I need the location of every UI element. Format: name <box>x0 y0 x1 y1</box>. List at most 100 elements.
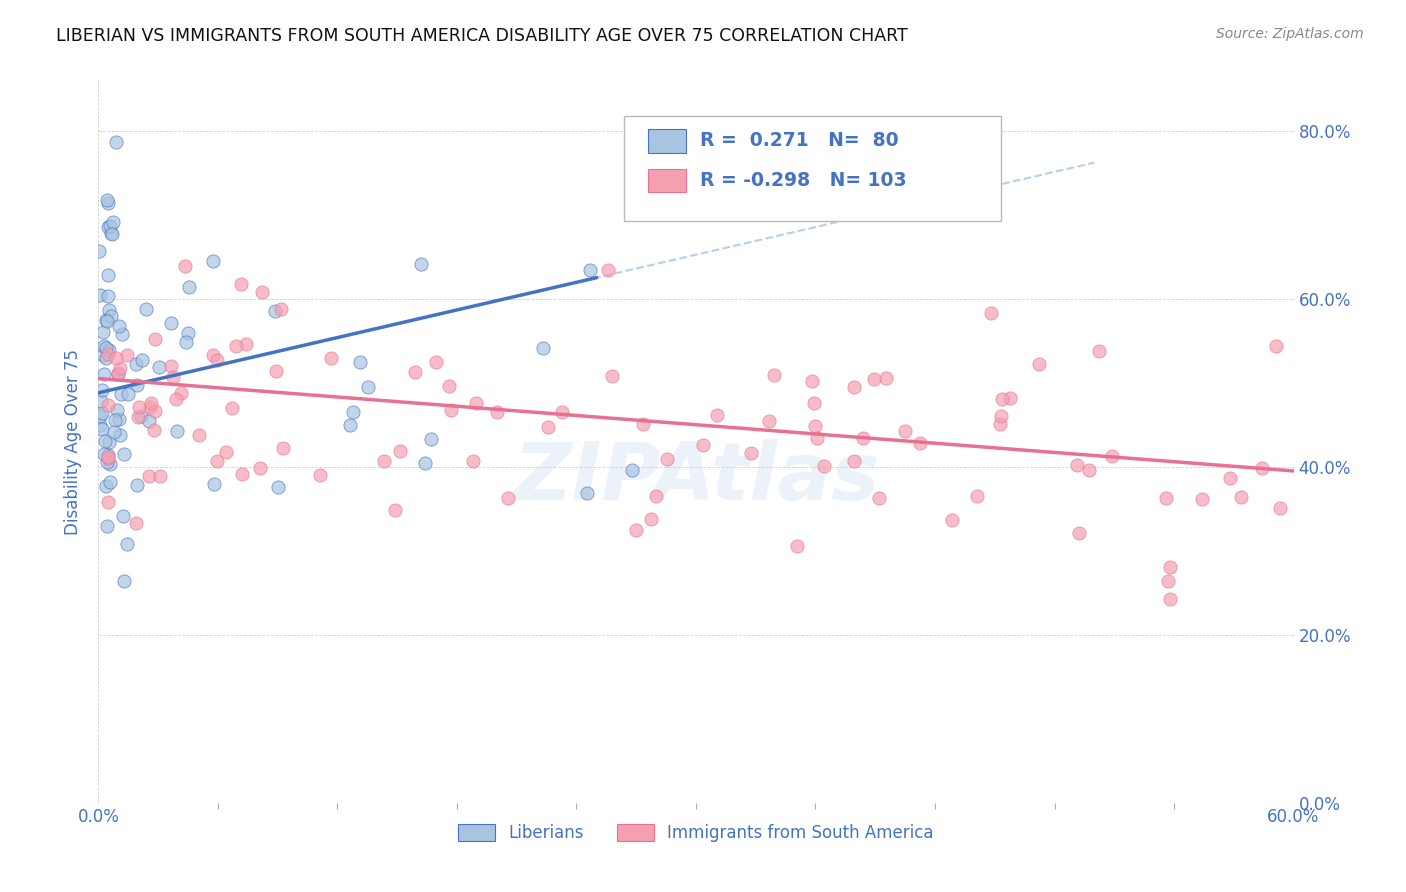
Point <box>991 392 1014 407</box>
Point <box>1077 463 1099 477</box>
Point <box>97 196 120 211</box>
Point <box>125 516 148 530</box>
Point <box>107 319 129 334</box>
Point <box>97 451 120 466</box>
Point <box>91 406 114 420</box>
Point <box>143 404 166 418</box>
Text: LIBERIAN VS IMMIGRANTS FROM SOUTH AMERICA DISABILITY AGE OVER 75 CORRELATION CHA: LIBERIAN VS IMMIGRANTS FROM SOUTH AMERIC… <box>56 27 908 45</box>
Y-axis label: Disability Age Over 75: Disability Age Over 75 <box>65 349 83 534</box>
Text: Source: ZipAtlas.com: Source: ZipAtlas.com <box>1216 27 1364 41</box>
Point <box>96 518 118 533</box>
Point <box>425 354 447 368</box>
Point <box>101 215 124 229</box>
Point <box>98 457 121 471</box>
Point <box>267 480 290 494</box>
Point <box>108 412 131 426</box>
Point <box>93 339 115 353</box>
Point <box>1268 500 1291 515</box>
Point <box>159 359 181 373</box>
Point <box>624 523 647 537</box>
Point <box>117 387 139 401</box>
Point <box>176 334 198 349</box>
Point <box>93 368 115 382</box>
Point <box>111 327 134 342</box>
Point <box>600 369 623 384</box>
FancyBboxPatch shape <box>648 129 686 153</box>
Point <box>1191 492 1213 507</box>
Point <box>98 219 121 233</box>
Point <box>551 405 574 419</box>
Point <box>465 396 488 410</box>
Point <box>966 489 988 503</box>
Point <box>170 386 193 401</box>
Point <box>596 263 619 277</box>
Point <box>166 425 188 439</box>
Point <box>97 450 120 465</box>
Point <box>740 445 762 459</box>
Point <box>100 226 122 240</box>
Point <box>143 423 166 437</box>
Point <box>176 326 198 340</box>
Point <box>1251 460 1274 475</box>
Point <box>339 417 361 432</box>
Point <box>250 285 273 299</box>
Point <box>941 513 963 527</box>
Point <box>128 400 150 414</box>
Point <box>93 348 115 362</box>
Point <box>537 420 560 434</box>
Point <box>138 468 160 483</box>
Point <box>1159 560 1181 574</box>
Point <box>786 539 808 553</box>
Point <box>437 379 460 393</box>
Point <box>94 478 117 492</box>
Point <box>188 428 211 442</box>
Point <box>93 447 115 461</box>
Point <box>1087 343 1109 358</box>
Point <box>645 489 668 503</box>
Point <box>96 314 118 328</box>
Point <box>404 365 426 379</box>
Point <box>111 509 134 524</box>
Point <box>389 444 412 458</box>
Point <box>143 332 166 346</box>
Point <box>159 316 181 330</box>
Point <box>229 277 252 292</box>
Point <box>1265 339 1288 353</box>
Point <box>125 478 148 492</box>
Point <box>692 438 714 452</box>
Point <box>112 447 135 461</box>
Point <box>844 454 866 468</box>
Point <box>90 393 112 408</box>
Point <box>97 268 120 283</box>
Point <box>97 288 120 302</box>
Point <box>104 351 127 366</box>
Point <box>309 468 332 483</box>
Point <box>763 368 786 383</box>
Point <box>89 409 111 423</box>
Point <box>1154 491 1177 506</box>
Point <box>105 135 128 149</box>
Point <box>90 383 112 397</box>
Point <box>104 413 127 427</box>
Point <box>97 347 120 361</box>
Point <box>110 386 132 401</box>
Point <box>1067 525 1090 540</box>
Point <box>125 378 148 392</box>
Point <box>894 424 917 438</box>
FancyBboxPatch shape <box>648 169 686 193</box>
Point <box>207 454 229 468</box>
Point <box>461 453 484 467</box>
Point <box>868 491 890 506</box>
Point <box>135 301 157 316</box>
Point <box>321 351 343 365</box>
Point <box>94 312 117 326</box>
Point <box>138 414 160 428</box>
Point <box>270 302 292 317</box>
Point <box>988 417 1011 431</box>
Point <box>215 445 238 459</box>
Point <box>1066 458 1088 472</box>
Point <box>98 475 121 490</box>
Point <box>621 462 644 476</box>
Point <box>373 454 395 468</box>
Point <box>1000 391 1022 405</box>
